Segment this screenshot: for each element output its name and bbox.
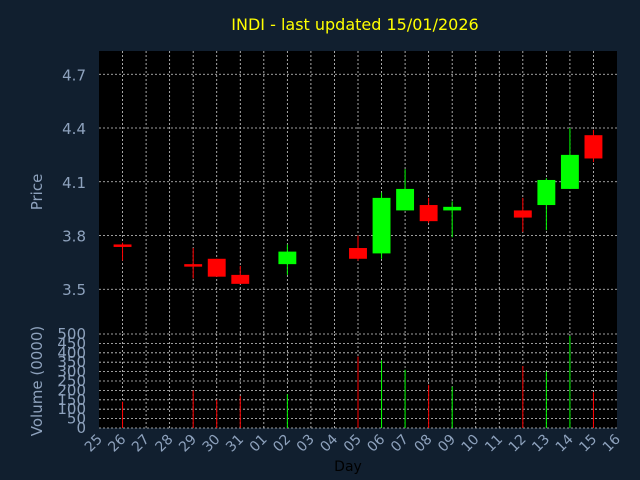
candle-31 [231, 265, 250, 284]
candle-body [207, 258, 226, 277]
candle-body [349, 248, 367, 259]
volume-y-tick-label: 500 [57, 325, 86, 343]
candle-body [513, 210, 532, 218]
volume-y-tick-label: 250 [57, 372, 86, 390]
candle-body [584, 135, 603, 159]
candle-12 [513, 197, 532, 232]
candle-09 [443, 201, 462, 238]
candle-body [278, 251, 297, 265]
volume-y-tick-label: 150 [57, 391, 86, 409]
candle-15 [584, 129, 603, 163]
candle-02 [278, 244, 297, 275]
candle-body [560, 154, 579, 189]
price-candles [113, 128, 603, 284]
volume-y-tick-label: 450 [57, 334, 86, 352]
price-y-tick-label: 4.4 [62, 120, 86, 138]
candle-body [419, 205, 438, 222]
price-y-tick-label: 4.1 [62, 174, 86, 192]
volume-y-tick-label: 400 [57, 344, 86, 362]
volume-y-tick-label: 350 [57, 353, 86, 371]
volume-y-axis-label: Volume (0000) [28, 326, 46, 436]
candle-body [537, 179, 556, 206]
candle-14 [560, 128, 579, 189]
candle-29 [184, 248, 203, 279]
candle-body [372, 197, 391, 254]
volume-y-tick-label: 300 [57, 363, 86, 381]
candle-06 [372, 192, 391, 259]
candle-body [184, 264, 203, 267]
candle-05 [349, 235, 367, 261]
chart-title: INDI - last updated 15/01/2026 [231, 15, 478, 34]
candle-07 [396, 169, 415, 211]
volume-y-tick-label: 50 [67, 410, 86, 428]
x-axis-label: Day [334, 459, 362, 475]
volume-y-tick-label: 100 [57, 400, 86, 418]
candle-body [113, 244, 132, 247]
candle-body [231, 274, 250, 284]
price-y-ticks: 3.5 3.8 4.1 4.4 4.7 [62, 66, 86, 299]
price-y-tick-label: 3.8 [62, 227, 86, 245]
volume-y-tick-label: 200 [57, 381, 86, 399]
candle-08 [419, 197, 438, 223]
price-y-tick-label: 4.7 [62, 66, 86, 84]
price-y-tick-label: 3.5 [62, 281, 86, 299]
candle-13 [537, 178, 556, 231]
price-y-axis-label: Price [28, 174, 46, 211]
candle-body [396, 188, 415, 211]
candle-26 [113, 242, 132, 261]
candle-30 [207, 258, 226, 277]
x-ticks: 25 26 27 28 29 30 31 01 02 03 04 05 06 07 08 09 10 11 12 13… [82, 431, 624, 455]
volume-bars [122, 335, 594, 428]
volume-y-tick-label: 0 [76, 419, 86, 437]
candle-body [443, 206, 462, 211]
